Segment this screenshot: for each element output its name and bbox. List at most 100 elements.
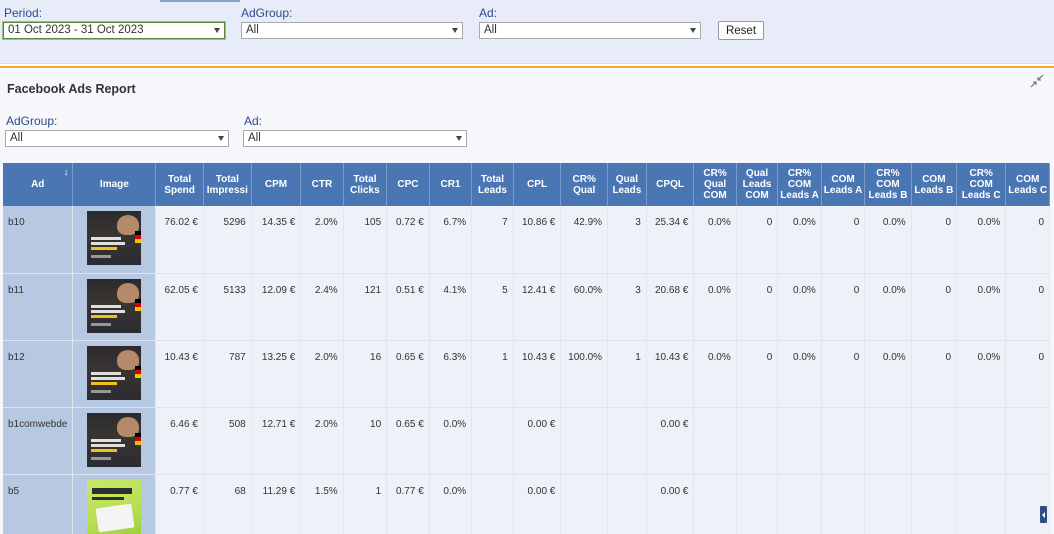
reset-button[interactable]: Reset xyxy=(718,21,764,40)
report-table-container[interactable]: Ad ↓ Image Total Spend Total Impressi CPM CTR T… xyxy=(3,163,1050,534)
metric-cell: 2.0% xyxy=(300,206,344,274)
metric-cell: 0.0% xyxy=(777,273,822,341)
top-filter-bar: Period: 01 Oct 2023 - 31 Oct 2023 AdGrou… xyxy=(0,0,1054,64)
column-header-label: COM Leads C xyxy=(1008,173,1048,196)
metric-cell: 62.05 € xyxy=(155,273,204,341)
metric-cell: 10.43 € xyxy=(513,340,562,408)
column-header-cr-com-leads-a[interactable]: CR% COM Leads A xyxy=(777,163,822,206)
metric-cell: 0.65 € xyxy=(386,340,430,408)
adgroup-select[interactable]: All xyxy=(241,22,463,39)
metric-cell: 6.46 € xyxy=(155,407,204,475)
report-adgroup-select[interactable]: All xyxy=(5,130,229,147)
metric-cell: 0.51 € xyxy=(386,273,430,341)
column-header-cpl[interactable]: CPL xyxy=(513,163,562,206)
ad-name-cell: b1comwebde xyxy=(3,407,74,475)
column-header-com-leads-a[interactable]: COM Leads A xyxy=(821,163,866,206)
column-header-cr-com-leads-b[interactable]: CR% COM Leads B xyxy=(864,163,912,206)
ad-thumbnail-image[interactable] xyxy=(87,345,142,400)
metric-cell xyxy=(821,407,866,475)
metric-cell xyxy=(471,474,514,534)
report-panel: Facebook Ads Report AdGroup: All Ad: All… xyxy=(0,66,1054,534)
metric-cell: 10.43 € xyxy=(155,340,204,408)
metric-cell: 0.65 € xyxy=(386,407,430,475)
metric-cell: 2.0% xyxy=(300,407,344,475)
column-header-cpm[interactable]: CPM xyxy=(251,163,302,206)
column-header-total-clicks[interactable]: Total Clicks xyxy=(343,163,388,206)
collapse-icon[interactable] xyxy=(1030,74,1044,88)
ad-thumbnail-image[interactable] xyxy=(87,412,142,467)
metric-cell xyxy=(956,474,1007,534)
metric-cell: 2.4% xyxy=(300,273,344,341)
table-row[interactable]: b10 76.02 €5296 14.35 €2.0% 105 0.72 €6.7% 7 1… xyxy=(3,206,1050,274)
metric-cell xyxy=(777,474,822,534)
column-header-ctr[interactable]: CTR xyxy=(300,163,344,206)
column-header-cpc[interactable]: CPC xyxy=(386,163,430,206)
column-header-label: COM Leads B xyxy=(914,173,954,196)
metric-cell: 0 xyxy=(821,206,866,274)
column-header-cr-qual[interactable]: CR% Qual xyxy=(560,163,609,206)
ad-name-cell: b10 xyxy=(3,206,74,274)
metric-cell: 0 xyxy=(821,273,866,341)
column-header-total-spend[interactable]: Total Spend xyxy=(155,163,204,206)
table-row[interactable]: b1comwebde 6.46 €508 12.71 €2.0% 10 0.65 €0.… xyxy=(3,407,1050,475)
metric-cell xyxy=(777,407,822,475)
metric-cell: 0.77 € xyxy=(155,474,204,534)
metric-cell: 13.25 € xyxy=(251,340,302,408)
horizontal-scroll-handle[interactable] xyxy=(1040,506,1047,523)
column-header-label: Total Leads xyxy=(478,173,507,196)
column-header-cr-qual-com[interactable]: CR% Qual COM xyxy=(693,163,737,206)
metric-cell: 105 xyxy=(343,206,388,274)
metric-cell xyxy=(1005,407,1050,475)
metric-cell xyxy=(736,474,779,534)
metric-cell: 0.0% xyxy=(956,206,1007,274)
period-select[interactable]: 01 Oct 2023 - 31 Oct 2023 xyxy=(3,22,225,39)
metric-cell: 0.00 € xyxy=(513,407,562,475)
column-header-label: CR1 xyxy=(440,179,461,190)
ad-select[interactable]: All xyxy=(479,22,701,39)
ad-name-cell: b5 xyxy=(3,474,74,534)
metric-cell: 0.0% xyxy=(777,206,822,274)
sort-arrow-icon[interactable]: ↓ xyxy=(63,167,69,178)
metric-cell: 0.00 € xyxy=(513,474,562,534)
report-ad-select[interactable]: All xyxy=(243,130,467,147)
metric-cell: 0.0% xyxy=(864,206,912,274)
metric-cell: 0 xyxy=(1005,206,1050,274)
column-header-cr1[interactable]: CR1 xyxy=(429,163,473,206)
metric-cell: 0.0% xyxy=(864,340,912,408)
metric-cell: 0.0% xyxy=(956,340,1007,408)
report-title: Facebook Ads Report xyxy=(7,82,136,96)
ad-thumbnail-image[interactable] xyxy=(87,278,142,333)
table-row[interactable]: b11 62.05 €5133 12.09 €2.4% 121 0.51 €4.1% 5 1… xyxy=(3,273,1050,341)
column-header-label: CR% Qual xyxy=(572,173,596,196)
metric-cell: 0.0% xyxy=(693,340,737,408)
column-header-qual-leads[interactable]: Qual Leads xyxy=(607,163,647,206)
metric-cell xyxy=(1005,474,1050,534)
metric-cell: 0.0% xyxy=(429,407,473,475)
column-header-total-impressi[interactable]: Total Impressi xyxy=(203,163,252,206)
column-header-cpql[interactable]: CPQL xyxy=(646,163,695,206)
column-header-label: CTR xyxy=(311,179,333,190)
table-row[interactable]: b5 0.77 €68 11.29 €1.5% 1 0.77 €0.0% 0.00 €0.… xyxy=(3,474,1050,534)
metric-cell: 787 xyxy=(203,340,252,408)
column-header-label: Qual Leads xyxy=(612,173,642,196)
chevron-down-icon xyxy=(214,28,220,33)
column-header-com-leads-b[interactable]: COM Leads B xyxy=(911,163,958,206)
metric-cell xyxy=(736,407,779,475)
ad-thumbnail-image[interactable] xyxy=(87,479,142,534)
ad-thumbnail-image[interactable] xyxy=(87,211,142,265)
table-row[interactable]: b12 10.43 €787 13.25 €2.0% 16 0.65 €6.3% 1 10.… xyxy=(3,340,1050,408)
metric-cell xyxy=(864,474,912,534)
metric-cell xyxy=(821,474,866,534)
column-header-ad[interactable]: Ad ↓ xyxy=(3,163,74,206)
column-header-total-leads[interactable]: Total Leads xyxy=(471,163,514,206)
column-header-qual-leads-com[interactable]: Qual Leads COM xyxy=(736,163,779,206)
column-header-image[interactable]: Image xyxy=(72,163,157,206)
metric-cell xyxy=(693,407,737,475)
metric-cell: 0 xyxy=(736,206,779,274)
metric-cell: 0.00 € xyxy=(646,474,695,534)
report-adgroup-value: All xyxy=(10,132,23,144)
metric-cell xyxy=(607,474,647,534)
column-header-cr-com-leads-c[interactable]: CR% COM Leads C xyxy=(956,163,1007,206)
column-header-com-leads-c[interactable]: COM Leads C xyxy=(1005,163,1050,206)
metric-cell: 5296 xyxy=(203,206,252,274)
